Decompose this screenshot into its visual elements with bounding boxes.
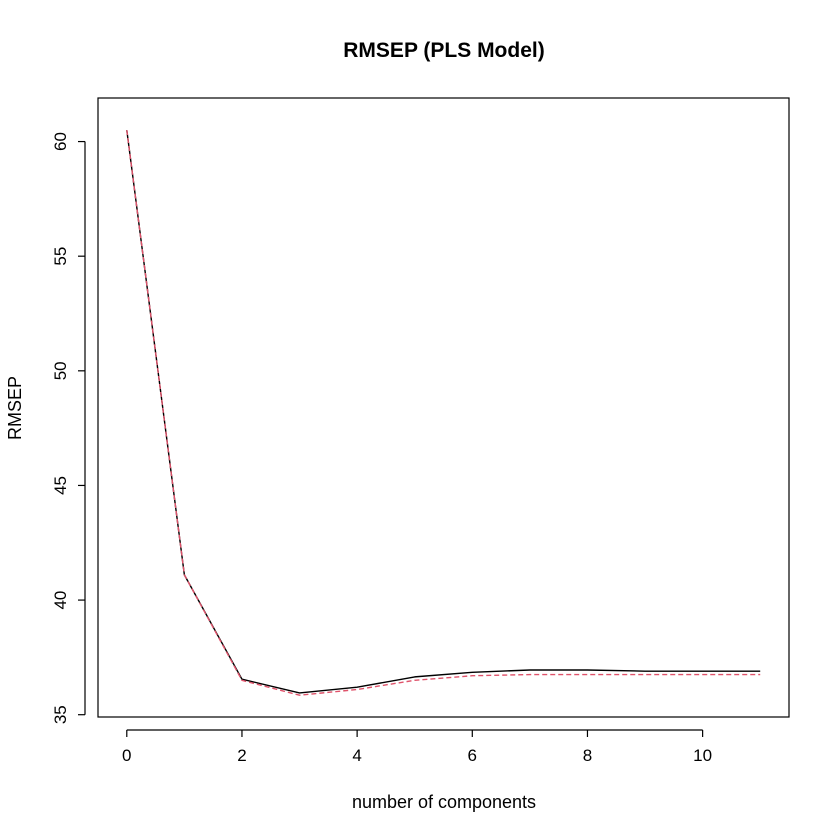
series-line-1: [126, 130, 761, 694]
series-line-2: [126, 130, 761, 696]
x-tick-label: 6: [468, 746, 477, 765]
y-tick-label: 55: [51, 247, 70, 266]
y-tick-label: 50: [51, 361, 70, 380]
y-tick-label: 60: [51, 132, 70, 151]
plot-frame: [97, 97, 790, 718]
y-axis-label: RMSEP: [5, 376, 25, 440]
x-tick-label: 0: [122, 746, 131, 765]
y-tick-label: 35: [51, 705, 70, 724]
series-layer: [126, 130, 761, 696]
x-tick-label: 4: [352, 746, 361, 765]
x-tick-label: 10: [693, 746, 712, 765]
y-tick-label: 45: [51, 476, 70, 495]
x-tick-label: 8: [583, 746, 592, 765]
x-axis: 0 2 4 6 8 10: [122, 729, 712, 765]
y-axis: 35 40 45 50 55 60: [51, 132, 86, 724]
x-tick-label: 2: [237, 746, 246, 765]
y-tick-label: 40: [51, 591, 70, 610]
x-axis-label: number of components: [352, 792, 536, 812]
chart-title: RMSEP (PLS Model): [343, 39, 544, 62]
